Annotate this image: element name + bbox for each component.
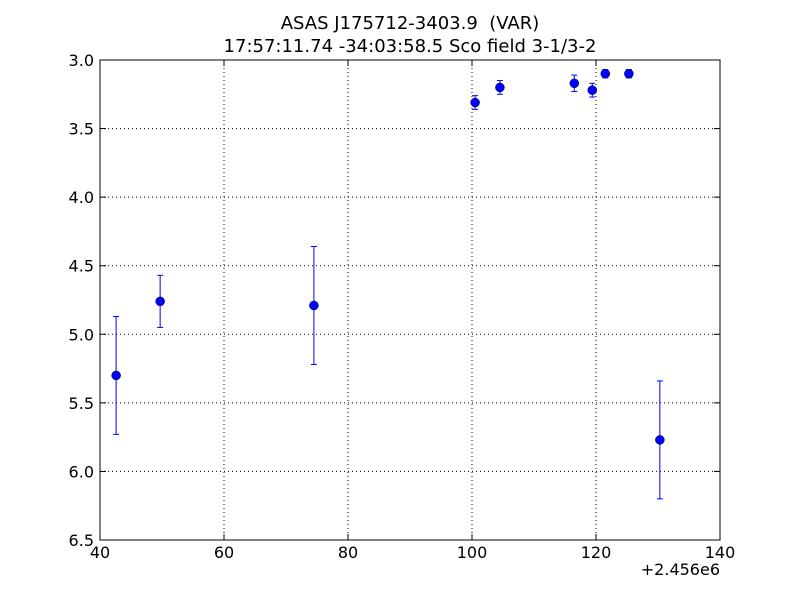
data-point bbox=[495, 82, 505, 93]
x-tick-label: 80 bbox=[338, 543, 358, 562]
data-point bbox=[470, 97, 480, 108]
y-tick-label: 4.0 bbox=[69, 188, 94, 207]
x-tick-label: 120 bbox=[581, 543, 612, 562]
y-tick-label: 6.0 bbox=[69, 462, 94, 481]
plot-frame bbox=[99, 59, 721, 541]
data-point bbox=[600, 68, 611, 79]
y-tick-label: 5.5 bbox=[69, 394, 94, 413]
chart-title: ASAS J175712-3403.9 (VAR) bbox=[281, 13, 540, 34]
y-tick-label: 3.0 bbox=[69, 51, 94, 70]
chart-subtitle: 17:57:11.74 -34:03:58.5 Sco field 3-1/3-… bbox=[224, 36, 597, 57]
data-point bbox=[655, 435, 665, 445]
data-point bbox=[569, 78, 580, 89]
data-point bbox=[111, 370, 121, 381]
y-tick-label: 4.5 bbox=[69, 257, 94, 276]
x-tick-label: 140 bbox=[705, 543, 736, 562]
y-tick-label: 6.5 bbox=[69, 531, 94, 550]
x-tick-label: 60 bbox=[214, 543, 234, 562]
data-point bbox=[624, 68, 634, 79]
data-point bbox=[309, 300, 319, 311]
data-point bbox=[587, 85, 598, 95]
x-offset-label: +2.456e6 bbox=[641, 560, 720, 579]
y-tick-label: 3.5 bbox=[69, 120, 94, 139]
data-point bbox=[155, 296, 165, 307]
x-tick-label: 100 bbox=[457, 543, 488, 562]
y-tick-label: 5.0 bbox=[69, 325, 94, 344]
x-tick-label: 40 bbox=[90, 543, 110, 562]
